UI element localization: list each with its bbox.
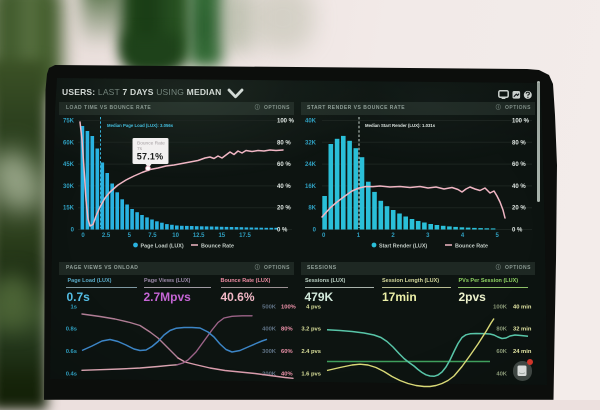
svg-text:40K: 40K [305,119,317,125]
svg-text:0: 0 [313,228,317,234]
svg-text:17.5: 17.5 [239,233,251,239]
svg-text:Start Render (LUX): Start Render (LUX) [379,244,427,250]
svg-text:40K: 40K [496,371,507,377]
svg-text:60 %: 60 % [277,162,291,168]
svg-text:Bounce Rate: Bounce Rate [201,244,234,250]
svg-text:2.5: 2.5 [102,233,111,239]
svg-text:200K: 200K [262,371,277,377]
svg-text:12.5: 12.5 [193,233,205,239]
svg-text:20 %: 20 % [512,206,526,212]
svg-text:0 %: 0 % [277,228,288,234]
svg-text:1: 1 [357,233,361,239]
svg-text:500K: 500K [262,304,277,310]
svg-text:75K: 75K [63,119,75,125]
svg-text:32K: 32K [305,140,317,146]
svg-text:80 %: 80 % [277,140,291,146]
svg-text:0.4s: 0.4s [66,371,77,377]
svg-text:0 %: 0 % [512,228,523,234]
svg-text:60 %: 60 % [512,162,526,168]
svg-text:60K: 60K [63,140,75,146]
svg-text:0.6s: 0.6s [66,349,77,355]
svg-text:45K: 45K [63,162,75,168]
svg-text:40 min: 40 min [513,304,532,310]
svg-text:2.4 pvs: 2.4 pvs [301,349,321,355]
svg-text:40 %: 40 % [277,184,291,190]
svg-text:Median Start Render (LUX): 1.0: Median Start Render (LUX): 1.031s [365,123,436,128]
svg-text:5: 5 [496,233,500,239]
svg-text:2: 2 [391,233,395,239]
svg-text:Bounce Rate: Bounce Rate [137,141,165,147]
svg-text:40 %: 40 % [512,184,526,190]
svg-text:100K: 100K [493,304,508,310]
svg-text:300K: 300K [262,349,277,355]
svg-text:5: 5 [128,233,132,239]
svg-text:100 %: 100 % [512,119,530,125]
svg-text:Page Load (LUX): Page Load (LUX) [141,244,184,250]
svg-text:3.2 pvs: 3.2 pvs [301,327,321,333]
svg-text:4: 4 [461,233,465,239]
svg-text:0: 0 [322,233,326,239]
svg-text:10: 10 [172,233,179,239]
svg-text:400K: 400K [262,327,277,333]
svg-text:20 %: 20 % [277,206,291,212]
svg-text:24 min: 24 min [513,349,532,355]
svg-text:0: 0 [71,228,75,234]
svg-text:1.6 pvs: 1.6 pvs [301,371,321,377]
svg-text:40%: 40% [281,371,293,377]
svg-text:60%: 60% [281,349,293,355]
svg-text:7.5: 7.5 [148,233,157,239]
svg-text:57.1%: 57.1% [137,152,164,162]
svg-text:16K: 16K [305,184,317,190]
svg-text:1s: 1s [71,304,77,310]
svg-text:7s: 7s [137,146,143,152]
svg-text:32 min: 32 min [513,327,532,333]
svg-text:4 pvs: 4 pvs [306,304,321,310]
svg-text:15: 15 [218,233,225,239]
svg-text:Bounce Rate: Bounce Rate [455,244,488,250]
svg-text:24K: 24K [305,162,317,168]
svg-text:Median Page Load (LUX): 3.056s: Median Page Load (LUX): 3.056s [107,123,174,128]
svg-text:0: 0 [81,233,85,239]
svg-text:15K: 15K [63,206,75,212]
svg-text:0.8s: 0.8s [66,327,77,333]
svg-text:80K: 80K [496,327,507,333]
svg-text:30K: 30K [63,184,75,190]
svg-text:3: 3 [426,233,430,239]
svg-text:100 %: 100 % [277,119,295,125]
svg-text:60K: 60K [496,349,507,355]
svg-text:80%: 80% [281,327,293,333]
svg-text:80 %: 80 % [512,140,526,146]
svg-text:8K: 8K [308,206,316,212]
svg-text:100%: 100% [281,304,296,310]
